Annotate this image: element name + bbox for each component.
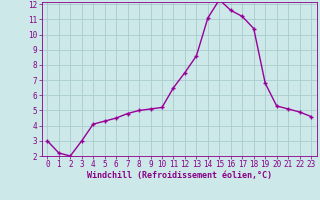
X-axis label: Windchill (Refroidissement éolien,°C): Windchill (Refroidissement éolien,°C) [87, 171, 272, 180]
